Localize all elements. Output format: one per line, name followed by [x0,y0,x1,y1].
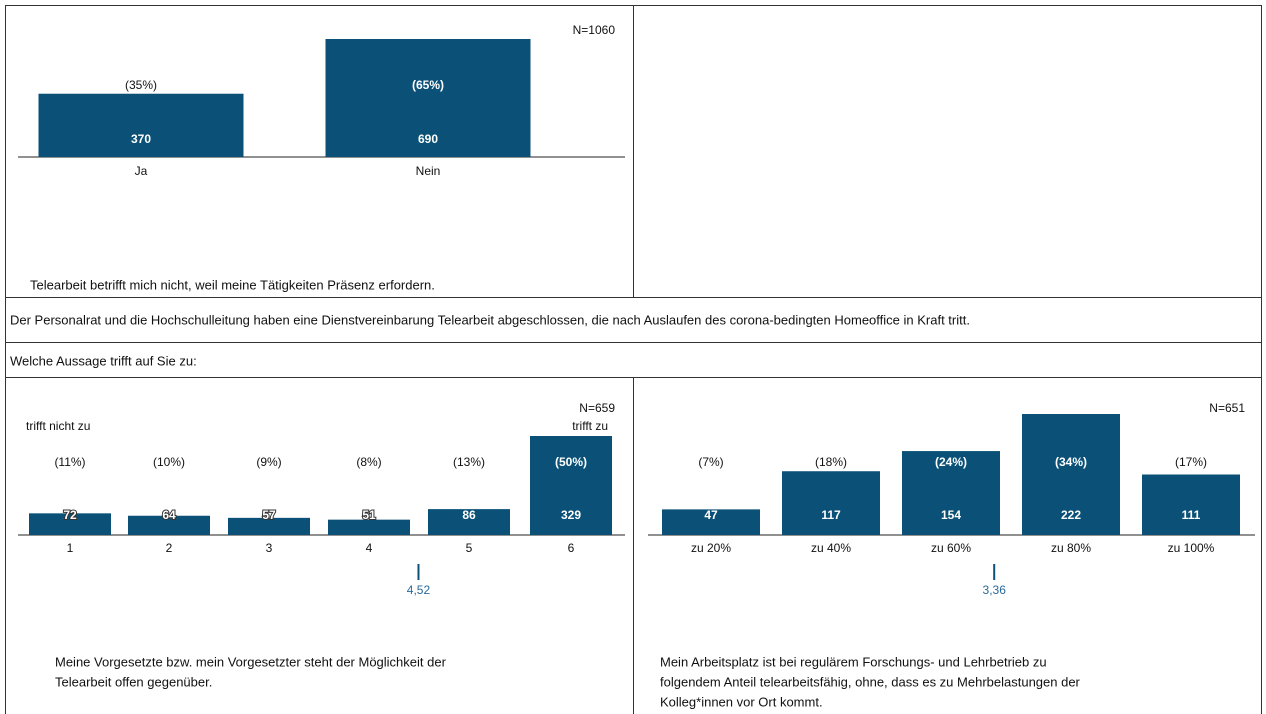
bar [662,509,760,535]
x-tick-label: 4 [366,541,373,555]
x-tick-label: zu 60% [931,541,971,555]
mean-label: 4,52 [407,583,431,597]
percent-label: (65%) [412,78,444,92]
count-label: 329 [561,508,581,522]
count-label: 111 [1182,508,1201,522]
x-tick-label: 5 [466,541,473,555]
percent-label: (7%) [698,455,723,469]
n-label: N=1060 [573,23,616,37]
count-label: 72 [63,508,77,522]
count-label: 51 [362,508,376,522]
caption: Telearbeit offen gegenüber. [55,674,212,689]
scale-label: trifft nicht zu [26,419,90,433]
bar [228,517,310,535]
bar [1142,474,1240,535]
question-text: Welche Aussage trifft auf Sie zu: [10,353,197,368]
bar [128,515,210,535]
x-tick-label: zu 100% [1168,541,1215,555]
caption: Meine Vorgesetzte bzw. mein Vorgesetzter… [55,654,447,669]
count-label: 154 [941,508,961,522]
bar [38,93,244,157]
percent-label: (17%) [1175,455,1207,469]
x-tick-label: zu 20% [691,541,731,555]
bar [428,509,510,535]
bar [902,451,1000,535]
x-tick-label: zu 40% [811,541,851,555]
n-label: N=659 [579,401,615,415]
bar [782,471,880,535]
x-tick-label: 3 [266,541,273,555]
count-label: 370 [131,132,151,146]
mean-label: 3,36 [983,583,1007,597]
count-label: 57 [262,508,276,522]
scale-label: trifft zu [572,419,608,433]
percent-label: (18%) [815,455,847,469]
caption: Telearbeit betrifft mich nicht, weil mei… [30,277,435,292]
intro-text: Der Personalrat und die Hochschulleitung… [10,312,970,327]
bar [29,513,111,535]
x-tick-label: Ja [135,164,148,178]
caption: folgendem Anteil telearbeitsfähig, ohne,… [660,674,1081,689]
bar [1022,414,1120,535]
count-label: 222 [1061,508,1081,522]
percent-label: (50%) [555,455,587,469]
percent-label: (35%) [125,78,157,92]
count-label: 690 [418,132,438,146]
percent-label: (8%) [356,455,381,469]
bar [530,436,612,535]
caption: Mein Arbeitsplatz ist bei regulärem Fors… [660,654,1047,669]
x-tick-label: 1 [67,541,74,555]
count-label: 64 [162,508,176,522]
caption: Kolleg*innen vor Ort kommt. [660,694,823,709]
n-label: N=651 [1209,401,1245,415]
x-tick-label: 2 [166,541,173,555]
bar [325,39,531,157]
bar [328,519,410,535]
x-tick-label: 6 [568,541,575,555]
x-tick-label: Nein [416,164,441,178]
percent-label: (10%) [153,455,185,469]
percent-label: (11%) [54,455,85,469]
count-label: 86 [462,508,476,522]
count-label: 117 [821,508,841,522]
percent-label: (9%) [256,455,281,469]
percent-label: (24%) [935,455,967,469]
percent-label: (34%) [1055,455,1087,469]
count-label: 47 [704,508,718,522]
percent-label: (13%) [453,455,485,469]
x-tick-label: zu 80% [1051,541,1091,555]
